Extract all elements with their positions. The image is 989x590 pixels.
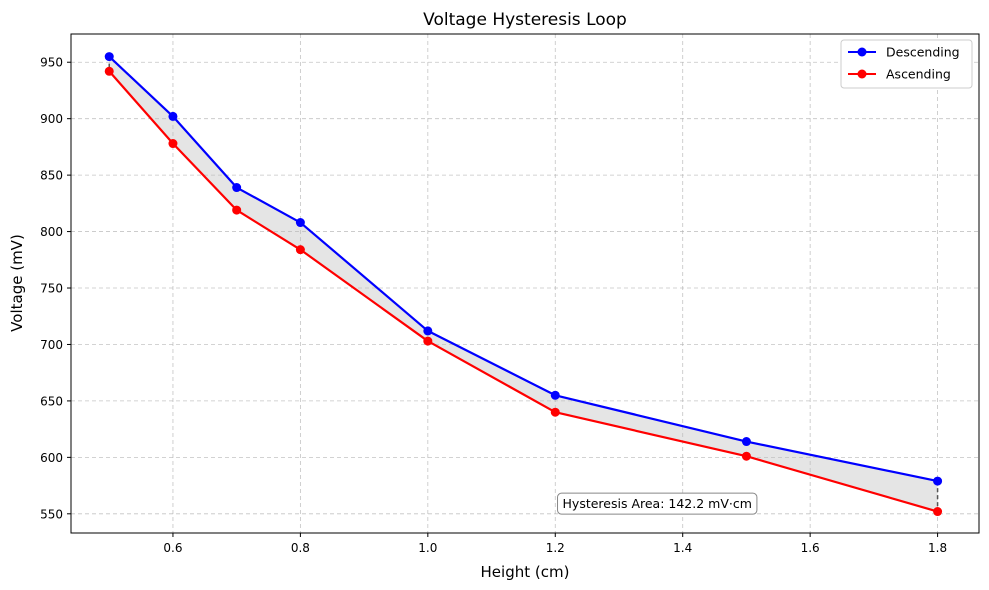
annotation-box <box>557 492 758 515</box>
y-tick-label: 800 <box>40 225 63 239</box>
y-tick-label: 850 <box>40 169 63 183</box>
data-point-ascending <box>423 336 433 346</box>
data-point-ascending <box>550 407 560 417</box>
series-line-descending <box>108 55 938 483</box>
legend-marker-ascending <box>857 69 867 79</box>
data-point-descending <box>104 52 114 62</box>
y-tick-label: 600 <box>40 451 63 465</box>
y-tick-label: 700 <box>40 338 63 352</box>
series-line-ascending <box>108 70 938 513</box>
data-point-descending <box>295 218 305 228</box>
data-point-ascending <box>104 66 114 76</box>
y-axis-label: Voltage (mV) <box>8 234 26 332</box>
series-layer <box>104 52 943 517</box>
data-point-ascending <box>741 451 751 461</box>
legend-label-descending: Descending <box>886 45 960 60</box>
y-axis-ticks: 550 600 650 700 750 800 850 900 950 <box>40 56 71 521</box>
data-point-descending <box>232 183 242 193</box>
legend: Descending Ascending <box>840 39 973 89</box>
x-tick-label: 1.6 <box>801 541 820 555</box>
legend-label-ascending: Ascending <box>886 67 951 82</box>
data-point-descending <box>741 437 751 447</box>
x-tick-label: 0.6 <box>163 541 182 555</box>
data-point-descending <box>933 476 943 486</box>
plot-frame <box>70 33 980 534</box>
x-tick-label: 1.2 <box>546 541 565 555</box>
data-point-ascending <box>933 507 943 517</box>
data-point-ascending <box>168 139 178 149</box>
x-axis-label: Height (cm) <box>481 563 570 581</box>
y-tick-label: 750 <box>40 282 63 296</box>
x-tick-label: 1.0 <box>418 541 437 555</box>
y-tick-label: 900 <box>40 112 63 126</box>
x-axis-ticks: 0.6 0.8 1.0 1.2 1.4 1.6 1.8 <box>163 533 947 555</box>
x-tick-label: 1.8 <box>928 541 947 555</box>
y-tick-label: 950 <box>40 56 63 70</box>
data-point-descending <box>550 390 560 400</box>
data-point-ascending <box>295 245 305 255</box>
hysteresis-annotation: Hysteresis Area: 142.2 mV·cm <box>557 492 758 515</box>
y-tick-label: 650 <box>40 394 63 408</box>
y-tick-label: 550 <box>40 507 63 521</box>
x-tick-label: 1.4 <box>673 541 692 555</box>
data-point-descending <box>168 111 178 121</box>
data-point-ascending <box>232 205 242 215</box>
grid <box>71 34 979 533</box>
x-tick-label: 0.8 <box>291 541 310 555</box>
annotation-text: Hysteresis Area: 142.2 mV·cm <box>563 496 752 511</box>
data-point-descending <box>423 326 433 336</box>
hysteresis-area <box>109 56 938 512</box>
chart-title: Voltage Hysteresis Loop <box>423 10 627 30</box>
legend-marker-descending <box>857 47 867 57</box>
